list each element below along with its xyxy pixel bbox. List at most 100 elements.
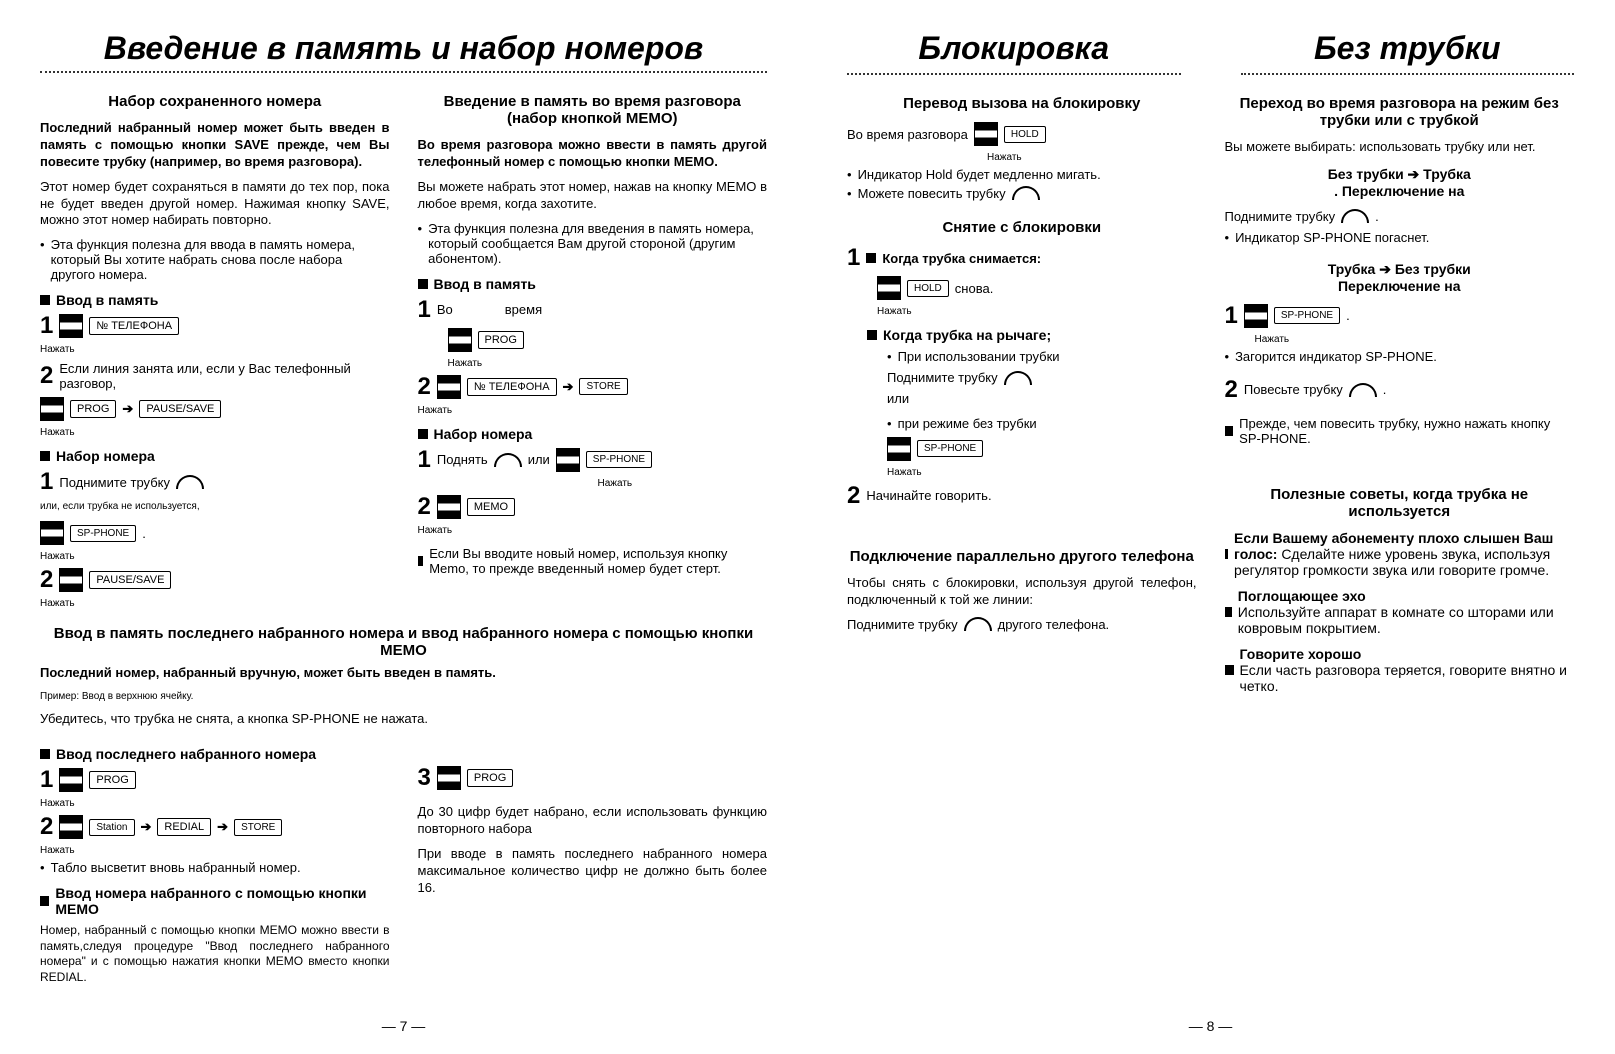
- hold-button: HOLD: [1004, 126, 1046, 143]
- divider: [1241, 73, 1575, 75]
- prog-button: PROG: [89, 771, 135, 789]
- press-label: Нажать: [877, 306, 1197, 317]
- press-label: Нажать: [418, 405, 768, 416]
- page-spread: Введение в память и набор номеров Набор …: [0, 0, 1615, 1054]
- r1-s1: 1 Когда трубка снимается:: [847, 246, 1197, 270]
- r2-tips-h: Полезные советы, когда трубка не использ…: [1225, 486, 1575, 520]
- keypad-icon: [59, 768, 83, 792]
- r2-step1: 1 SP-PHONE.: [1225, 304, 1575, 328]
- s2-p2: Вы можете набрать этот номер, нажав на к…: [418, 179, 768, 213]
- arrow-icon: ➔: [122, 401, 133, 417]
- mid-step2: 2 Station ➔ REDIAL ➔ STORE: [40, 815, 390, 839]
- store-button: STORE: [234, 819, 282, 836]
- r1-par-p: Чтобы снять с блокировки, используя друг…: [847, 575, 1197, 609]
- sp-phone-label: SP-PHONE: [70, 525, 136, 542]
- left-columns: Набор сохраненного номера Последний набр…: [40, 87, 767, 609]
- r2-sub2: Трубка ➔ Без трубки: [1225, 261, 1575, 278]
- pause-save-button: PAUSE/SAVE: [139, 400, 221, 418]
- handset-icon: [1012, 186, 1040, 200]
- press-label: Нажать: [418, 525, 768, 536]
- s1-dial2: 2 PAUSE/SAVE: [40, 568, 390, 592]
- phone-number-box: № ТЕЛЕФОНА: [89, 317, 179, 335]
- square-icon: [867, 330, 877, 340]
- s2-bullet1: Эта функция полезна для введения в памят…: [418, 221, 768, 266]
- square-icon: [418, 429, 428, 439]
- r1-step: Во время разговора HOLD: [847, 122, 1197, 146]
- right-title1: Блокировка: [847, 30, 1181, 67]
- left-col2: Введение в память во время разговора (на…: [418, 87, 768, 609]
- s1-bullet1: Эта функция полезна для ввода в память н…: [40, 237, 390, 282]
- s2-sub2: Набор номера: [418, 426, 768, 442]
- mid-30: До 30 цифр будет набрано, если использов…: [418, 804, 768, 838]
- arrow-icon: ➔: [217, 819, 228, 835]
- step-number: 2: [847, 484, 860, 508]
- step-number: 1: [418, 448, 431, 472]
- press-label: Нажать: [40, 427, 390, 438]
- s1-heading: Набор сохраненного номера: [40, 93, 390, 110]
- s2-step2: 2 № ТЕЛЕФОНА ➔ STORE: [418, 375, 768, 399]
- square-icon: [418, 279, 428, 289]
- square-icon: [866, 253, 876, 263]
- square-icon: [40, 295, 50, 305]
- mid-p2: Пример: Ввод в верхнюю ячейку.: [40, 690, 767, 703]
- r2-heading: Переход во время разговора на режим без …: [1225, 95, 1575, 129]
- mid-col2: 3 PROG До 30 цифр будет набрано, если ис…: [418, 736, 768, 993]
- keypad-icon: [448, 328, 472, 352]
- handset-icon: [176, 475, 204, 489]
- press-label: Нажать: [40, 845, 390, 856]
- r1-s2a: При использовании трубки: [887, 349, 1197, 364]
- square-icon: [418, 556, 424, 566]
- r2-p1: Вы можете выбирать: использовать трубку …: [1225, 139, 1575, 156]
- mid-30b: При вводе в память последнего набранного…: [418, 846, 768, 897]
- step-number: 2: [418, 375, 431, 399]
- press-label: Нажать: [1255, 334, 1575, 345]
- keypad-icon: [556, 448, 580, 472]
- mid-p1: Последний номер, набранный вручную, може…: [40, 665, 767, 682]
- press-label: Нажать: [40, 551, 390, 562]
- left-title: Введение в память и набор номеров: [40, 30, 767, 67]
- r2-b1: Индикатор SP-PHONE погаснет.: [1225, 230, 1575, 245]
- r2-sub1: Без трубки ➔ Трубка: [1225, 166, 1575, 183]
- press-label: Нажать: [598, 478, 768, 489]
- s1-step2-btns: PROG ➔ PAUSE/SAVE: [40, 397, 390, 421]
- r1-again: HOLD снова.: [877, 276, 1197, 300]
- right-col1: Перевод вызова на блокировку Во время ра…: [847, 89, 1197, 700]
- mid-tab: Табло высветит вновь набранный номер.: [40, 860, 390, 875]
- s1-sub1: Ввод в память: [40, 292, 390, 308]
- arrow-icon: ➔: [141, 819, 152, 835]
- step-number: 3: [418, 766, 431, 790]
- step-number: 1: [1225, 304, 1238, 328]
- right-title2: Без трубки: [1241, 30, 1575, 67]
- page-left: Введение в память и набор номеров Набор …: [0, 0, 807, 1054]
- divider: [847, 73, 1181, 75]
- r2-note: Прежде, чем повесить трубку, нужно нажат…: [1225, 416, 1575, 446]
- mid-col1: Ввод последнего набранного номера 1 PROG…: [40, 736, 390, 993]
- step-number: 1: [40, 314, 53, 338]
- handset-icon: [1349, 383, 1377, 397]
- keypad-icon: [59, 568, 83, 592]
- square-icon: [1225, 665, 1234, 675]
- divider: [40, 71, 767, 73]
- r1-s2c: или: [887, 391, 1197, 408]
- phone-number-box: № ТЕЛЕФОНА: [467, 378, 557, 396]
- pause-save-button: PAUSE/SAVE: [89, 571, 171, 589]
- press-label: Нажать: [40, 344, 390, 355]
- step-number: 2: [1225, 378, 1238, 402]
- step-number: 2: [418, 495, 431, 519]
- r2-t2: Поглощающее эхоИспользуйте аппарат в ком…: [1225, 588, 1575, 636]
- right-columns: Перевод вызова на блокировку Во время ра…: [847, 89, 1574, 700]
- square-icon: [40, 451, 50, 461]
- square-icon: [40, 896, 49, 906]
- handset-icon: [1341, 209, 1369, 223]
- keypad-icon: [40, 521, 64, 545]
- square-icon: [1225, 607, 1232, 617]
- mid-columns: Ввод последнего набранного номера 1 PROG…: [40, 736, 767, 993]
- r1-s2: Когда трубка на рычаге;: [867, 327, 1197, 343]
- r2-step2: 2 Повесьте трубку .: [1225, 378, 1575, 402]
- square-icon: [1225, 426, 1234, 436]
- s1-step2: 2 Если линия занята или, если у Вас теле…: [40, 361, 390, 391]
- step-number: 2: [40, 568, 53, 592]
- s2-step1b: PROG: [448, 328, 768, 352]
- press-label: Нажать: [987, 152, 1197, 163]
- s2-heading: Введение в память во время разговора (на…: [418, 93, 768, 127]
